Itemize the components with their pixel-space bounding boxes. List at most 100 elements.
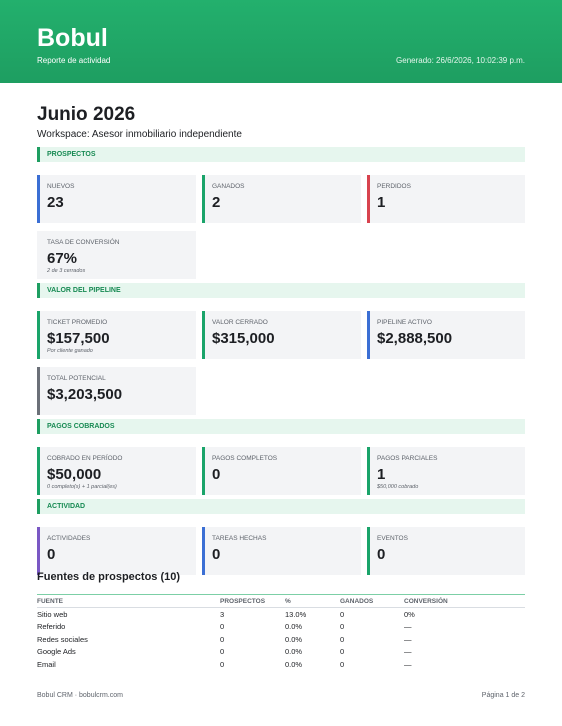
metric-label: TICKET PROMEDIO xyxy=(47,319,108,326)
footer-left: Bobul CRM · bobulcrm.com xyxy=(37,692,123,699)
metric-value: 0 xyxy=(212,466,221,483)
metric-note: 0 completo(s) + 1 parcial(es) xyxy=(47,484,117,490)
metric-label: COBRADO EN PERÍODO xyxy=(47,455,123,462)
metric-value: $2,888,500 xyxy=(377,330,453,347)
table-cell: 0.0% xyxy=(285,647,303,657)
metric-value: 1 xyxy=(377,466,386,483)
table-cell: 0.0% xyxy=(285,622,303,632)
table-cell: 0% xyxy=(404,609,415,619)
table-cell: 0 xyxy=(340,647,345,657)
section-title: VALOR DEL PIPELINE xyxy=(37,283,525,298)
column-header: CONVERSIÓN xyxy=(404,597,448,605)
card-grid: ACTIVIDADES 0 TAREAS HECHAS 0 EVENTOS 0 xyxy=(37,527,525,575)
metric-card: NUEVOS 23 xyxy=(37,175,196,223)
table-cell: 0.0% xyxy=(285,659,303,669)
table-row: Redes sociales 0 0.0% 0 — xyxy=(37,633,525,646)
metric-card: TICKET PROMEDIO $157,500 Por cliente ganad… xyxy=(37,311,196,359)
metric-label: EVENTOS xyxy=(377,535,408,542)
metric-card: ACTIVIDADES 0 xyxy=(37,527,196,575)
metric-value: 2 xyxy=(212,194,221,211)
metric-card: TASA DE CONVERSIÓN 67% 2 de 3 cerrados xyxy=(37,231,196,279)
table-row: Referido 0 0.0% 0 — xyxy=(37,621,525,634)
footer-right: Página 1 de 2 xyxy=(481,692,525,699)
table-cell: 0 xyxy=(340,659,345,669)
column-header: PROSPECTOS xyxy=(220,597,266,605)
metric-value: 0 xyxy=(212,546,221,563)
table-cell: 0.0% xyxy=(285,634,303,644)
card-grid: COBRADO EN PERÍODO $50,000 0 completo(s) +… xyxy=(37,447,525,495)
table-header: FUENTE PROSPECTOS% GANADOS CONVERSIÓN xyxy=(37,595,525,608)
table-cell: 0 xyxy=(340,634,345,644)
column-header: % xyxy=(285,597,291,605)
table-cell: Sitio web xyxy=(37,609,68,619)
metric-card: PERDIDOS 1 xyxy=(367,175,525,223)
metric-label: NUEVOS xyxy=(47,183,75,190)
column-header: FUENTE xyxy=(37,597,63,605)
table-cell: — xyxy=(404,647,412,657)
metric-value: 0 xyxy=(377,546,386,563)
metric-value: $157,500 xyxy=(47,330,110,347)
metric-card: TAREAS HECHAS 0 xyxy=(202,527,361,575)
metric-label: PERDIDOS xyxy=(377,183,411,190)
section-title: ACTIVIDAD xyxy=(37,499,525,514)
metric-label: PAGOS PARCIALES xyxy=(377,455,438,462)
metric-value: 1 xyxy=(377,194,386,211)
metric-label: PAGOS COMPLETOS xyxy=(212,455,278,462)
table-cell: Email xyxy=(37,659,56,669)
workspace: Workspace: Asesor inmobiliario independi… xyxy=(37,129,242,140)
table-row: Email 0 0.0% 0 — xyxy=(37,658,525,671)
metric-label: PIPELINE ACTIVO xyxy=(377,319,432,326)
metric-card: PAGOS COMPLETOS 0 xyxy=(202,447,361,495)
metric-value: 23 xyxy=(47,194,64,211)
section-title: PAGOS COBRADOS xyxy=(37,419,525,434)
table-cell: 13.0% xyxy=(285,609,307,619)
metric-value: 67% xyxy=(47,250,78,267)
metric-card: TOTAL POTENCIAL $3,203,500 xyxy=(37,367,196,415)
table-title: Fuentes de prospectos (10) xyxy=(37,571,181,583)
table-cell: Referido xyxy=(37,622,66,632)
metric-label: TOTAL POTENCIAL xyxy=(47,375,106,382)
header: Bobul Reporte de actividad Generado: 26/… xyxy=(0,0,562,83)
metric-card: COBRADO EN PERÍODO $50,000 0 completo(s) +… xyxy=(37,447,196,495)
metric-value: $315,000 xyxy=(212,330,275,347)
table: FUENTE PROSPECTOS% GANADOS CONVERSIÓN Sitio … xyxy=(37,594,525,671)
metric-label: TAREAS HECHAS xyxy=(212,535,267,542)
column-header: GANADOS xyxy=(340,597,374,605)
table-cell: — xyxy=(404,622,412,632)
metric-label: VALOR CERRADO xyxy=(212,319,268,326)
metric-value: $50,000 xyxy=(47,466,102,483)
table-cell: Google Ads xyxy=(37,647,76,657)
subtitle: Reporte de actividad xyxy=(37,56,111,65)
section-title: PROSPECTOS xyxy=(37,147,525,162)
table-row: Google Ads 0 0.0% 0 — xyxy=(37,646,525,659)
table-cell: — xyxy=(404,634,412,644)
metric-label: GANADOS xyxy=(212,183,245,190)
metric-note: $50,000 cobrado xyxy=(377,484,419,490)
metric-label: ACTIVIDADES xyxy=(47,535,91,542)
table-cell: 0 xyxy=(340,609,345,619)
table-cell: 0 xyxy=(340,622,345,632)
metric-card: PAGOS PARCIALES 1 $50,000 cobrado xyxy=(367,447,525,495)
table-cell: 3 xyxy=(220,609,225,619)
generated: Generado: 26/6/2026, 10:02:39 p.m. xyxy=(396,56,525,65)
metric-label: TASA DE CONVERSIÓN xyxy=(47,239,120,246)
table-cell: Redes sociales xyxy=(37,634,88,644)
card-grid: TICKET PROMEDIO $157,500 Por cliente ganad… xyxy=(37,311,525,415)
metric-card: EVENTOS 0 xyxy=(367,527,525,575)
table-cell: 0 xyxy=(220,622,225,632)
metric-note: 2 de 3 cerrados xyxy=(47,268,86,274)
metric-value: 0 xyxy=(47,546,56,563)
metric-note: Por cliente ganado xyxy=(47,348,93,354)
table-cell: — xyxy=(404,659,412,669)
metric-card: GANADOS 2 xyxy=(202,175,361,223)
table-cell: 0 xyxy=(220,634,225,644)
sections: PROSPECTOS NUEVOS 23 GANADOS 2 PERDIDOS 1 TASA … xyxy=(37,147,525,579)
report-title: Junio 2026 xyxy=(37,104,136,125)
brand: Bobul xyxy=(37,24,108,52)
metric-card: VALOR CERRADO $315,000 xyxy=(202,311,361,359)
table-row: Sitio web 3 13.0% 0 0% xyxy=(37,608,525,621)
card-grid: NUEVOS 23 GANADOS 2 PERDIDOS 1 TASA DE CONVERS… xyxy=(37,175,525,279)
table-cell: 0 xyxy=(220,659,225,669)
metric-card: PIPELINE ACTIVO $2,888,500 xyxy=(367,311,525,359)
